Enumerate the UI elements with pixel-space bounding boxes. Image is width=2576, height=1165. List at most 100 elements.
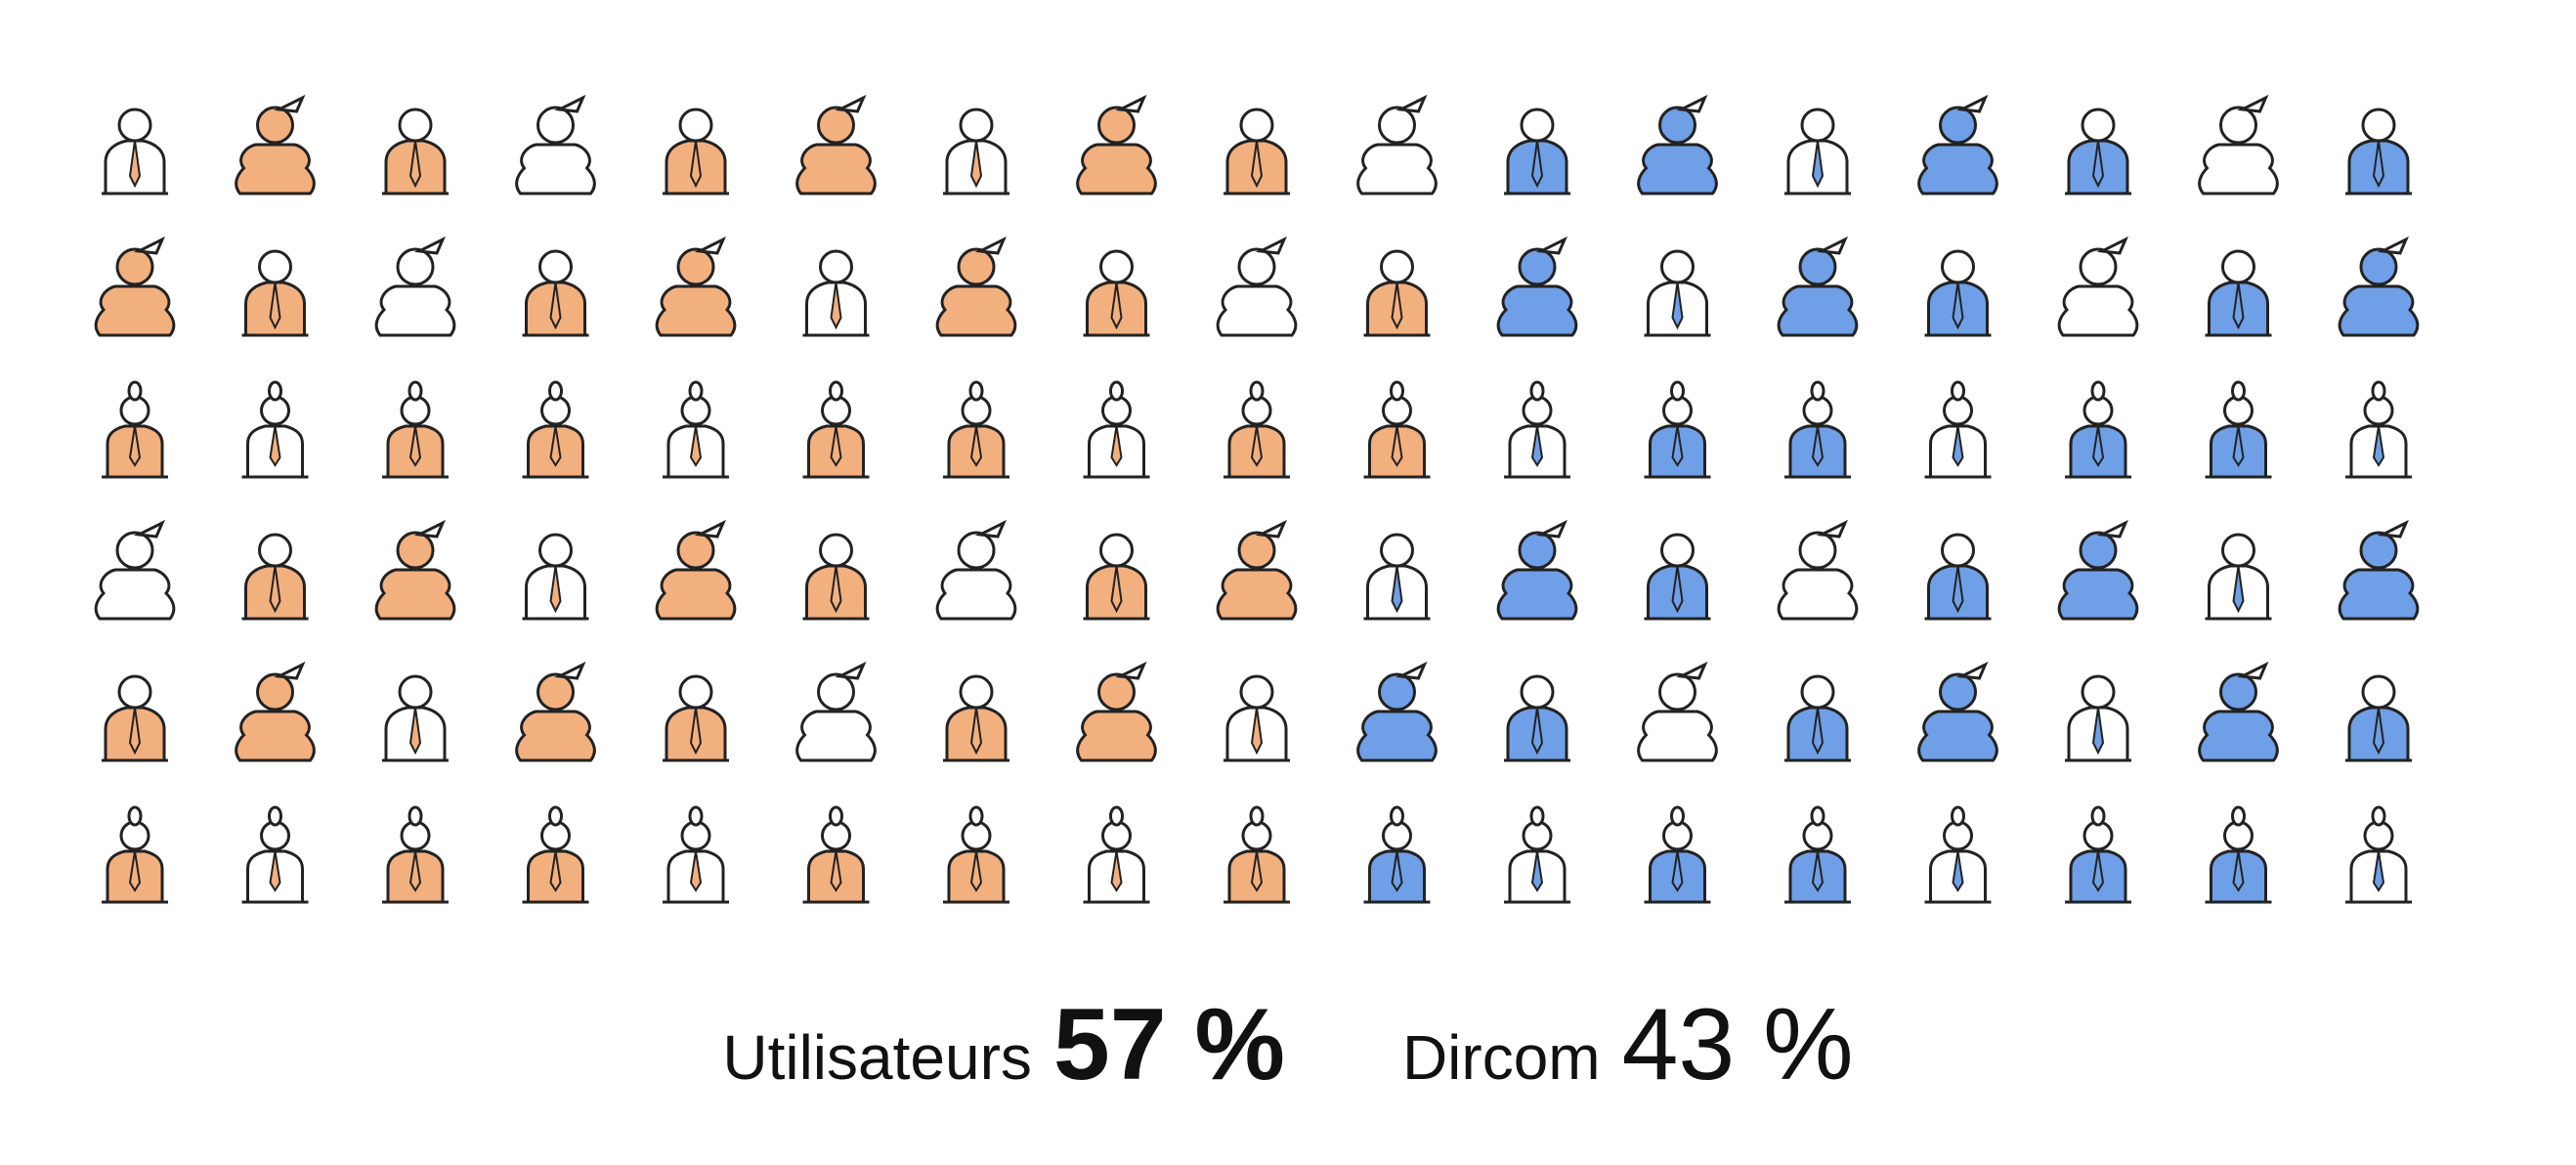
- bun: [2090, 380, 2106, 402]
- hat: [2096, 519, 2128, 539]
- person-icon: [2345, 380, 2412, 479]
- tie: [549, 281, 562, 330]
- person-icon: [1216, 236, 1298, 337]
- tie: [1530, 140, 1544, 189]
- tie: [2372, 425, 2385, 467]
- tie: [1671, 850, 1684, 892]
- head: [1380, 533, 1414, 568]
- person-icon: [802, 380, 870, 479]
- tie: [830, 850, 842, 892]
- person-icon: [943, 380, 1009, 479]
- head: [1798, 531, 1837, 570]
- tie: [1952, 281, 1964, 330]
- head: [1660, 533, 1695, 568]
- bun: [968, 380, 984, 402]
- tie: [1671, 425, 1684, 467]
- person-icon: [102, 380, 168, 479]
- head: [398, 674, 433, 710]
- head: [1658, 672, 1696, 712]
- tie: [269, 850, 281, 892]
- person-icon: [663, 380, 729, 479]
- person-icon: [235, 661, 316, 762]
- tie: [2091, 140, 2105, 189]
- person-icon: [1356, 661, 1438, 762]
- person-icon: [1917, 94, 1998, 195]
- body: [1917, 143, 1998, 195]
- person-icon: [1504, 805, 1570, 904]
- person-icon: [1356, 94, 1438, 195]
- head: [258, 533, 292, 568]
- tie: [689, 425, 703, 467]
- tie: [1530, 707, 1544, 755]
- head: [1518, 531, 1557, 570]
- person-icon: [102, 805, 168, 904]
- person-icon: [2338, 236, 2420, 337]
- bun: [1670, 380, 1685, 402]
- hat: [2377, 236, 2409, 255]
- body: [1637, 143, 1718, 195]
- hat: [1115, 94, 1147, 113]
- legend-label: Dircom: [1401, 1022, 1601, 1093]
- tie: [1671, 565, 1684, 614]
- body: [1777, 568, 1859, 621]
- person-icon: [1496, 236, 1578, 337]
- person-icon: [94, 236, 176, 337]
- person-icon: [1496, 519, 1578, 621]
- person-icon: [2065, 674, 2131, 762]
- tie: [1110, 850, 1123, 892]
- head: [1097, 672, 1136, 712]
- hat: [1676, 661, 1708, 680]
- hat: [413, 236, 446, 255]
- hat: [1676, 94, 1708, 113]
- head: [1520, 674, 1555, 710]
- body: [795, 143, 877, 195]
- person-icon: [1083, 533, 1150, 621]
- head: [1237, 247, 1276, 286]
- person-icon: [1224, 108, 1290, 195]
- head: [115, 531, 154, 570]
- person-icon: [943, 108, 1009, 195]
- tie: [830, 425, 842, 467]
- head: [2221, 533, 2255, 568]
- person-icon: [1076, 94, 1157, 195]
- head: [1658, 106, 1696, 145]
- person-icon: [1644, 533, 1711, 621]
- head: [2079, 247, 2118, 286]
- body: [2057, 284, 2139, 337]
- tie: [1811, 707, 1825, 755]
- tie: [128, 425, 142, 467]
- person-icon: [1924, 380, 1992, 479]
- tie: [1952, 565, 1964, 614]
- person-icon: [1363, 249, 1431, 337]
- body: [655, 284, 737, 337]
- head: [1941, 533, 1975, 568]
- person-icon: [1784, 674, 1851, 762]
- bun: [1109, 380, 1124, 402]
- tie: [969, 707, 983, 755]
- person-icon: [1083, 249, 1150, 337]
- bun: [1109, 805, 1124, 827]
- person-icon: [663, 805, 729, 904]
- head: [396, 247, 435, 286]
- person-icon: [802, 805, 870, 904]
- person-icon: [663, 108, 729, 195]
- bun: [2231, 805, 2246, 827]
- person-icon: [802, 533, 870, 621]
- bun: [688, 805, 704, 827]
- head: [2079, 531, 2118, 570]
- person-icon: [1224, 674, 1290, 762]
- head: [1798, 247, 1837, 286]
- head: [1380, 249, 1414, 284]
- hat: [1255, 519, 1287, 539]
- tie: [269, 281, 281, 330]
- body: [2338, 568, 2420, 621]
- person-icon: [1083, 380, 1150, 479]
- hat: [694, 236, 726, 255]
- person-icon: [515, 94, 596, 195]
- head: [537, 106, 575, 145]
- person-icon: [2338, 519, 2420, 621]
- person-icon: [241, 805, 309, 904]
- tie: [1530, 850, 1544, 892]
- head: [676, 531, 715, 570]
- person-icon: [1644, 380, 1711, 479]
